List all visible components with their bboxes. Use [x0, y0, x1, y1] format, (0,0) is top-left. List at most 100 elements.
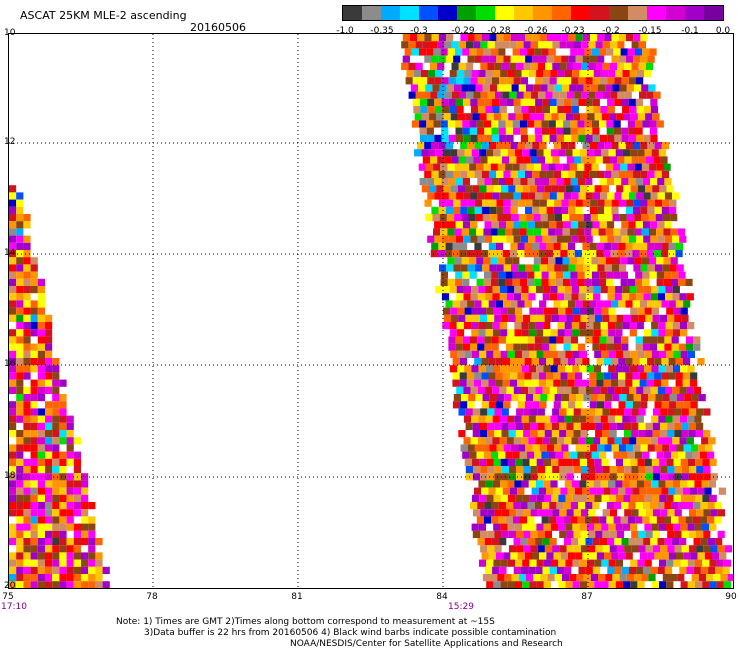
swath-cell [547, 264, 555, 272]
swath-cell [720, 574, 728, 582]
swath-cell [546, 242, 554, 250]
swath-cell [23, 307, 31, 315]
swath-cell [9, 206, 17, 214]
swath-cell [30, 466, 38, 474]
swath-cell [528, 437, 536, 445]
swath-cell [73, 458, 81, 466]
swath-cell [521, 386, 529, 394]
swath-cell [489, 34, 497, 42]
swath-cell [655, 264, 663, 272]
swath-cell [30, 422, 38, 430]
swath-cell [591, 257, 599, 265]
swath-cell [405, 77, 413, 85]
swath-cell [563, 120, 571, 128]
swath-cell [666, 581, 674, 588]
swath-cell [88, 559, 96, 567]
swath-cell [23, 214, 31, 222]
swath-cell [574, 487, 582, 495]
swath-cell [505, 278, 513, 286]
swath-cell [559, 62, 567, 70]
swath-cell [449, 329, 457, 337]
swath-cell [628, 134, 636, 142]
swath-cell [664, 343, 672, 351]
swath-cell [557, 365, 565, 373]
swath-cell [456, 77, 464, 85]
swath-cell [427, 134, 435, 142]
swath-cell [590, 574, 598, 582]
swath-cell [522, 581, 530, 588]
swath-cell [623, 113, 631, 121]
swath-cell [507, 149, 515, 157]
swath-cell [523, 430, 531, 438]
swath-cell [594, 559, 602, 567]
swath-cell [541, 451, 549, 459]
swath-cell [616, 530, 624, 538]
swath-cell [463, 286, 472, 294]
swath-cell [471, 350, 479, 358]
swath-cell [479, 430, 488, 438]
swath-cell [654, 379, 662, 387]
swath-cell [30, 257, 38, 265]
swath-cell [584, 120, 592, 128]
swath-cell [9, 286, 17, 294]
swath-cell [456, 293, 464, 301]
swath-cell [503, 358, 511, 366]
swath-cell [442, 322, 450, 330]
swath-cell [37, 552, 45, 560]
swath-cell [520, 178, 528, 186]
swath-cell [471, 322, 479, 330]
swath-cell [673, 307, 681, 315]
swath-cell [534, 278, 542, 286]
swath-cell [671, 271, 679, 279]
swath-cell [530, 466, 538, 474]
swath-cell [66, 480, 74, 488]
swath-cell [565, 523, 573, 531]
swath-cell [506, 386, 514, 394]
swath-cell [651, 365, 659, 373]
swath-cell [690, 552, 698, 560]
swath-cell [694, 523, 702, 531]
swath-cell [637, 494, 645, 502]
swath-cell [52, 430, 60, 438]
swath-cell [498, 278, 506, 286]
swath-cell [422, 156, 430, 164]
swath-cell [9, 559, 17, 567]
swath-cell [495, 372, 503, 380]
swath-cell [481, 401, 489, 409]
swath-cell [582, 170, 590, 178]
swath-cell [690, 372, 698, 380]
swath-cell [463, 293, 471, 301]
swath-cell [453, 264, 461, 272]
swath-cell [587, 314, 595, 322]
swath-cell [606, 278, 614, 286]
swath-cell [599, 221, 607, 229]
swath-cell [658, 523, 666, 531]
swath-cell [45, 566, 53, 574]
swath-cell [520, 516, 528, 524]
swath-cell [52, 581, 60, 588]
swath-cell [622, 106, 630, 114]
swath-cell [633, 264, 641, 272]
swath-cell [571, 386, 579, 394]
swath-cell [625, 170, 633, 178]
swath-cell [455, 278, 463, 286]
swath-cell [424, 34, 432, 42]
swath-cell [555, 278, 563, 286]
swath-cell [516, 91, 524, 99]
swath-cell [507, 307, 515, 315]
swath-cell [23, 430, 31, 438]
swath-cell [661, 206, 669, 214]
swath-cell [571, 106, 579, 114]
swath-cell [559, 422, 567, 430]
swath-cell [629, 329, 637, 337]
swath-cell [528, 480, 536, 488]
swath-cell [454, 214, 462, 222]
swath-cell [487, 314, 495, 322]
swath-cell [510, 372, 518, 380]
swath-cell [539, 358, 547, 366]
swath-cell [493, 113, 502, 121]
swath-cell [695, 458, 703, 466]
swath-cell [512, 516, 520, 524]
swath-cell [518, 84, 526, 92]
swath-cell [529, 523, 537, 531]
